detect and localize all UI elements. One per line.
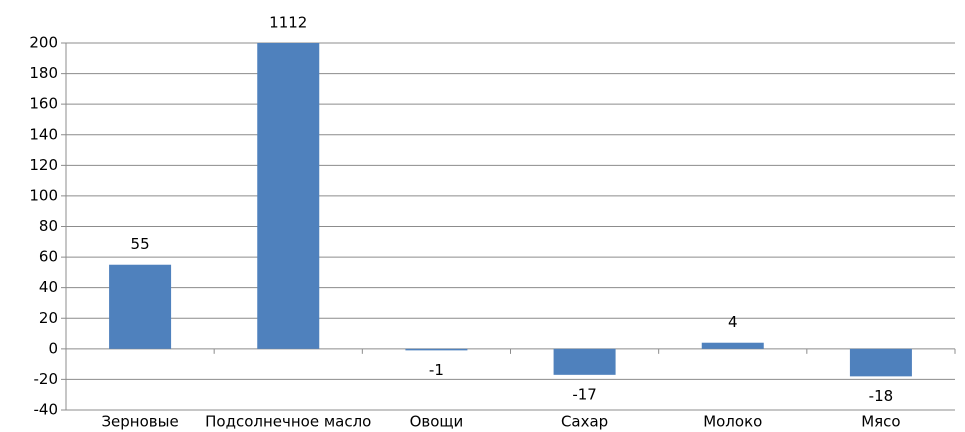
- bars: [109, 43, 912, 377]
- data-label: -17: [572, 385, 597, 403]
- y-tick-label: 20: [39, 309, 58, 327]
- y-tick-label: 60: [39, 248, 58, 266]
- y-tick-label: 120: [29, 156, 58, 174]
- y-tick-label: 0: [48, 339, 58, 357]
- x-tick-label: Подсолнечное масло: [205, 413, 371, 431]
- bar: [405, 348, 468, 351]
- data-label: 55: [131, 235, 150, 253]
- data-label: 4: [728, 313, 738, 331]
- y-tick-label: -40: [34, 401, 59, 419]
- labels: -40 -20 0 20 40 60 80 100 120 140 160 180 200 Зерновы…: [29, 14, 900, 431]
- data-label: -1: [429, 361, 444, 379]
- y-tick-label: 100: [29, 186, 58, 204]
- bar: [849, 348, 912, 377]
- y-tick-label: 160: [29, 95, 58, 113]
- data-label: 1112: [269, 14, 307, 32]
- x-tick-label: Молоко: [703, 413, 762, 431]
- y-tick-label: 80: [39, 217, 58, 235]
- y-tick-label: 140: [29, 125, 58, 143]
- x-tick-label: Мясо: [861, 413, 900, 431]
- grid: [61, 42, 956, 411]
- y-tick-label: -20: [34, 370, 59, 388]
- x-tick-label: Овощи: [410, 413, 464, 431]
- x-tick-label: Зерновые: [101, 413, 178, 431]
- y-tick-label: 200: [29, 34, 58, 52]
- bar: [553, 348, 616, 375]
- y-tick-label: 180: [29, 64, 58, 82]
- y-tick-label: 40: [39, 278, 58, 296]
- bar: [109, 264, 172, 349]
- bar: [701, 342, 764, 349]
- bar: [257, 43, 320, 349]
- x-tick-label: Сахар: [561, 413, 608, 431]
- data-label: -18: [869, 387, 894, 405]
